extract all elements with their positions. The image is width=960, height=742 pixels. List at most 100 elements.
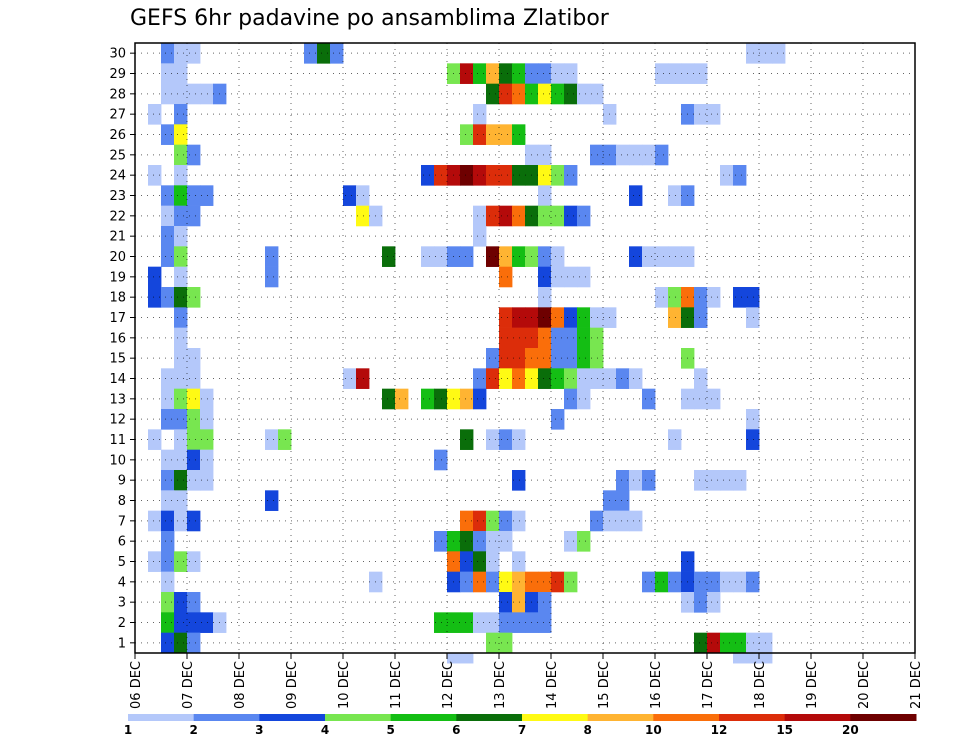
heatmap-cell	[655, 63, 669, 84]
heatmap-cell	[161, 612, 175, 633]
heatmap-cell	[382, 246, 396, 267]
colorbar-label: 1	[124, 723, 132, 737]
heatmap-cell	[538, 63, 552, 84]
heatmap-cell	[551, 368, 565, 389]
heatmap-cell	[577, 205, 591, 227]
colorbar-label: 20	[842, 723, 859, 737]
heatmap-cell	[174, 592, 188, 613]
heatmap-cell	[174, 226, 188, 247]
y-tick-label: 11	[109, 433, 126, 448]
heatmap-cell	[720, 632, 734, 654]
y-tick-label: 16	[109, 331, 126, 346]
y-tick-label: 10	[109, 453, 126, 468]
heatmap-cell	[512, 165, 526, 186]
colorbar-label: 4	[321, 723, 329, 737]
heatmap-cell	[174, 327, 188, 349]
heatmap-cell	[473, 510, 487, 532]
heatmap-cell	[473, 165, 487, 186]
heatmap-cell	[473, 612, 487, 633]
x-tick-label: 09 DEC	[285, 661, 300, 709]
heatmap-cell	[473, 531, 487, 552]
heatmap-cell	[746, 429, 760, 450]
heatmap-cell	[733, 653, 747, 664]
heatmap-cell	[512, 124, 526, 145]
grid-lines	[135, 43, 915, 653]
heatmap-cell	[148, 165, 162, 186]
heatmap-cell	[499, 266, 513, 288]
heatmap-cell	[655, 144, 669, 166]
heatmap-cell	[629, 144, 643, 166]
heatmap-cell	[174, 632, 188, 654]
heatmap-cell	[577, 531, 591, 552]
heatmap-cell	[460, 653, 474, 664]
y-tick-label: 30	[109, 47, 126, 62]
y-tick-label: 7	[118, 514, 126, 529]
y-tick-label: 19	[109, 270, 126, 285]
heatmap-cell	[616, 144, 630, 166]
heatmap-cell	[486, 124, 500, 145]
heatmap-cell	[499, 124, 513, 145]
heatmap-cell	[577, 307, 591, 328]
colorbar-label: 8	[583, 723, 591, 737]
heatmap-cell	[551, 571, 565, 593]
heatmap-cell	[161, 205, 175, 227]
heatmap-cell	[538, 612, 552, 633]
heatmap-cell	[538, 144, 552, 166]
heatmap-cell	[187, 551, 201, 572]
heatmap-cell	[174, 43, 188, 64]
y-tick-label: 15	[109, 352, 126, 367]
heatmap-cell	[174, 287, 188, 308]
heatmap-cell	[577, 266, 591, 288]
heatmap-cell	[187, 388, 201, 410]
heatmap-cell	[564, 266, 578, 288]
heatmap-cell	[161, 43, 175, 64]
heatmap-cell	[616, 368, 630, 389]
heatmap-cell	[512, 368, 526, 389]
heatmap-cell	[564, 388, 578, 410]
heatmap-cell	[538, 571, 552, 593]
heatmap-cell	[317, 43, 331, 64]
x-tick-label: 12 DEC	[441, 661, 456, 709]
heatmap-cell	[499, 246, 513, 267]
heatmap-cell	[551, 409, 565, 430]
heatmap-cell	[733, 632, 747, 654]
heatmap-cell	[265, 246, 279, 267]
heatmap-cell	[668, 571, 682, 593]
colorbar-label: 2	[189, 723, 197, 737]
heatmap-cell	[200, 470, 214, 491]
heatmap-cell	[512, 246, 526, 267]
y-tick-label: 27	[109, 108, 126, 123]
heatmap-cell	[174, 612, 188, 633]
heatmap-cell	[564, 83, 578, 105]
heatmap-cell	[174, 144, 188, 166]
heatmap-cell	[590, 307, 604, 328]
heatmap-cell	[473, 205, 487, 227]
heatmap-cell	[460, 165, 474, 186]
y-tick-label: 23	[109, 189, 126, 204]
heatmap-cell	[668, 185, 682, 206]
heatmap-cell	[564, 165, 578, 186]
heatmap-cell	[473, 124, 487, 145]
colorbar-label: 3	[255, 723, 263, 737]
y-tick-label: 14	[109, 372, 126, 387]
heatmap-cell	[694, 388, 708, 410]
y-tick-label: 8	[118, 494, 126, 509]
heatmap-cell	[161, 470, 175, 491]
heatmap-cell	[486, 368, 500, 389]
heatmap-cell	[473, 104, 487, 125]
heatmap-cell	[733, 287, 747, 308]
heatmap-cell	[551, 83, 565, 105]
heatmap-cell	[486, 531, 500, 552]
colorbar-swatch	[522, 714, 589, 721]
heatmap-cell	[174, 429, 188, 450]
heatmap-cell	[668, 429, 682, 450]
heatmap-cell	[655, 246, 669, 267]
heatmap-cell	[174, 104, 188, 125]
heatmap-cell	[655, 571, 669, 593]
heatmap-cell	[486, 551, 500, 572]
heatmap-cell	[759, 653, 773, 664]
heatmap-cell	[499, 510, 513, 532]
heatmap-cell	[720, 571, 734, 593]
heatmap-cell	[200, 185, 214, 206]
heatmap-cell	[564, 571, 578, 593]
